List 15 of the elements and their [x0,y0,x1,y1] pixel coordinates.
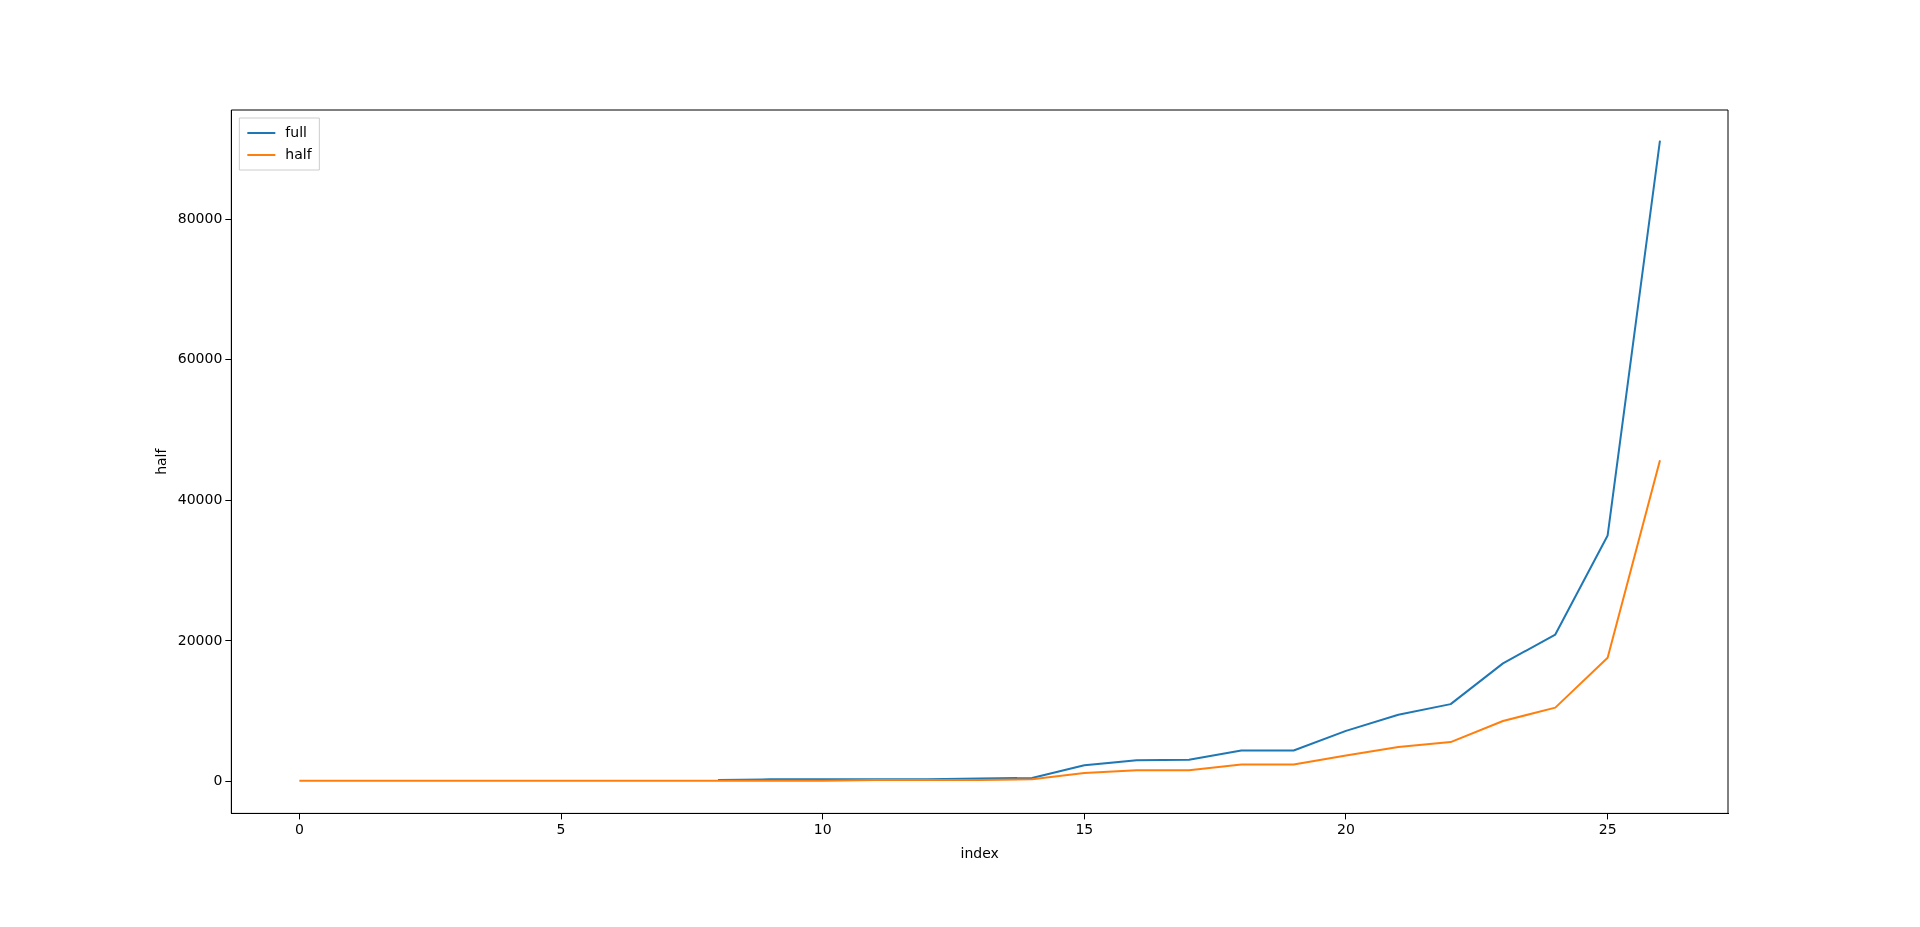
x-tick-label: 5 [556,821,566,838]
x-tick-label: 15 [1075,821,1094,838]
y-tick-label: 0 [213,772,223,789]
y-tick-label: 60000 [177,350,223,367]
x-tick-label: 0 [294,821,304,838]
y-axis-title: half [153,447,170,475]
y-tick-label: 80000 [177,209,223,226]
x-tick-label: 25 [1598,821,1617,838]
legend-label: half [285,145,313,162]
x-tick-label: 20 [1337,821,1355,838]
y-tick-label: 20000 [177,631,223,648]
y-tick-label: 40000 [177,490,223,507]
legend-label: full [285,123,307,140]
x-axis-title: index [960,845,999,862]
x-tick-label: 10 [813,821,832,838]
